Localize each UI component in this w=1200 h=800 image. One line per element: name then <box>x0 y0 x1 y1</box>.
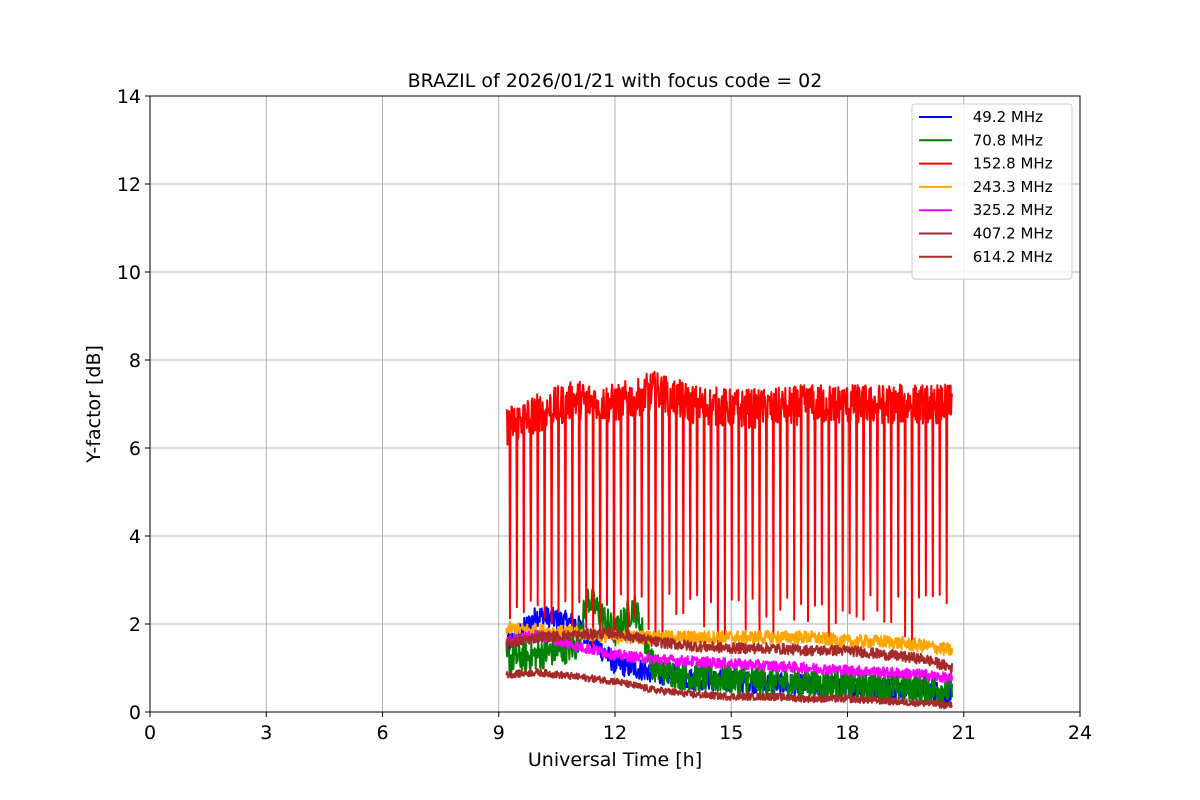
y-tick-label: 12 <box>117 174 141 196</box>
series-line <box>505 629 954 685</box>
x-tick-label: 3 <box>260 722 272 744</box>
y-tick-label: 10 <box>117 262 141 284</box>
y-tick-label: 14 <box>117 86 141 108</box>
x-tick-label: 24 <box>1068 722 1092 744</box>
chart-title: BRAZIL of 2026/01/21 with focus code = 0… <box>408 70 823 92</box>
legend-label: 325.2 MHz <box>968 201 1053 219</box>
y-tick-label: 2 <box>129 614 141 636</box>
plot-area <box>505 370 954 710</box>
x-tick-label: 12 <box>603 722 627 744</box>
legend-label: 70.8 MHz <box>968 131 1043 149</box>
x-tick-label: 9 <box>493 722 505 744</box>
y-tick-label: 6 <box>129 438 141 460</box>
y-tick-label: 0 <box>129 702 141 724</box>
series-line <box>505 668 953 710</box>
x-tick-label: 21 <box>952 722 976 744</box>
series-line <box>505 627 954 674</box>
y-tick-label: 4 <box>129 526 141 548</box>
legend: 49.2 MHz 70.8 MHz 152.8 MHz 243.3 MHz 32… <box>911 103 1073 280</box>
series-line <box>505 621 954 656</box>
legend-label: 614.2 MHz <box>968 248 1053 266</box>
series-line <box>505 370 954 647</box>
legend-label: 243.3 MHz <box>968 178 1053 196</box>
legend-box <box>911 103 1073 280</box>
x-tick-label: 18 <box>835 722 859 744</box>
x-tick-label: 6 <box>376 722 388 744</box>
legend-label: 152.8 MHz <box>968 155 1053 173</box>
x-tick-label: 15 <box>719 722 743 744</box>
y-axis-label: Y-factor [dB] <box>83 345 105 464</box>
x-tick-label: 0 <box>144 722 156 744</box>
y-tick-label: 8 <box>129 350 141 372</box>
legend-label: 49.2 MHz <box>968 108 1043 126</box>
x-axis-label: Universal Time [h] <box>528 749 702 771</box>
legend-label: 407.2 MHz <box>968 225 1053 243</box>
